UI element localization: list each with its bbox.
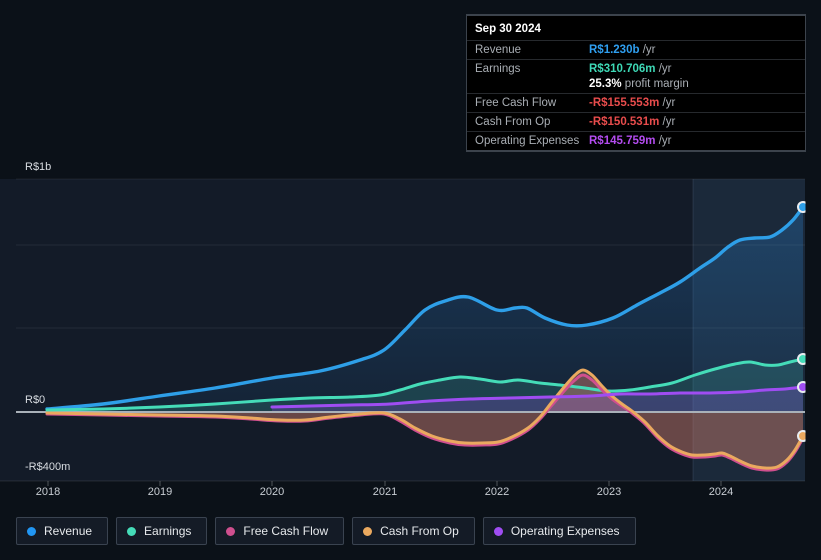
tooltip-value: R$1.230b [589, 44, 640, 56]
legend-label: Free Cash Flow [243, 524, 329, 538]
legend: Revenue Earnings Free Cash Flow Cash Fro… [16, 517, 636, 545]
tooltip-value: -R$150.531m [589, 116, 660, 128]
tooltip-row-profit-margin: 25.3% profit margin [467, 78, 805, 93]
tooltip-row-earnings: Earnings R$310.706m /yr [467, 59, 805, 78]
tooltip-unit: /yr [659, 116, 676, 128]
tooltip-label: Cash From Op [475, 116, 551, 128]
x-axis-label-2021: 2021 [373, 486, 397, 498]
earnings-endpoint-dot [797, 353, 806, 365]
operating-expenses-dot-icon [493, 526, 503, 536]
y-axis-label-1b: R$1b [25, 161, 51, 173]
opex-area [272, 387, 803, 412]
opex-line [270, 385, 805, 409]
earnings-dot-icon [127, 526, 137, 536]
revenue-line [45, 205, 805, 411]
x-axis-label-2023: 2023 [597, 486, 621, 498]
hover-tooltip: Sep 30 2024 Revenue R$1.230b /yr Earning… [466, 14, 806, 152]
tooltip-row-cash-from-op: Cash From Op -R$150.531m /yr [467, 112, 805, 131]
tooltip-unit: /yr [655, 63, 672, 75]
x-axis-label-2019: 2019 [148, 486, 172, 498]
x-axis-label-2018: 2018 [36, 486, 60, 498]
y-axis-label-zero: R$0 [25, 394, 45, 406]
tooltip-unit: /yr [639, 44, 656, 56]
legend-label: Cash From Op [380, 524, 459, 538]
cash-from-op-dot-icon [363, 526, 373, 536]
opex-endpoint-dot [797, 381, 806, 393]
cfo-line [45, 368, 805, 470]
free-cash-flow-dot-icon [226, 526, 236, 536]
tooltip-row-revenue: Revenue R$1.230b /yr [467, 41, 805, 59]
legend-label: Earnings [144, 524, 192, 538]
chart-axes: R$1b R$0 -R$400m 2018 2019 2020 2021 202… [25, 161, 733, 498]
legend-item-free-cash-flow[interactable]: Free Cash Flow [215, 517, 345, 545]
tooltip-row-operating-expenses: Operating Expenses R$145.759m /yr [467, 131, 805, 150]
legend-item-operating-expenses[interactable]: Operating Expenses [482, 517, 636, 545]
x-axis-label-2020: 2020 [260, 486, 284, 498]
legend-label: Revenue [44, 524, 93, 538]
profit-margin-text: profit margin [621, 78, 689, 90]
tooltip-date: Sep 30 2024 [467, 16, 805, 41]
revenue-dot-icon [27, 526, 36, 536]
tooltip-unit: /yr [659, 97, 676, 109]
x-axis-label-2022: 2022 [485, 486, 509, 498]
profit-margin-value: 25.3% [589, 78, 622, 90]
legend-item-cash-from-op[interactable]: Cash From Op [352, 517, 475, 545]
earnings-line [45, 357, 805, 412]
tooltip-label: Operating Expenses [475, 135, 580, 147]
legend-item-revenue[interactable]: Revenue [16, 517, 109, 545]
tooltip-label: Free Cash Flow [475, 97, 557, 109]
tooltip-value: -R$155.553m [589, 97, 660, 109]
x-axis-label-2024: 2024 [709, 486, 733, 498]
legend-label: Operating Expenses [510, 524, 620, 538]
cfo-area [47, 370, 803, 469]
y-axis-label-neg400m: -R$400m [25, 461, 70, 473]
tooltip-row-free-cash-flow: Free Cash Flow -R$155.553m /yr [467, 93, 805, 112]
cfo-endpoint-dot [797, 430, 806, 442]
tooltip-value: R$145.759m [589, 135, 656, 147]
legend-item-earnings[interactable]: Earnings [116, 517, 208, 545]
chart-plot-area [0, 178, 806, 486]
revenue-endpoint-dot [797, 201, 806, 213]
revenue-area [47, 207, 803, 412]
tooltip-label: Revenue [475, 44, 522, 56]
tooltip-label: Earnings [475, 63, 521, 75]
tooltip-value: R$310.706m [589, 63, 656, 75]
tooltip-unit: /yr [655, 135, 672, 147]
fcf-area [47, 375, 803, 471]
